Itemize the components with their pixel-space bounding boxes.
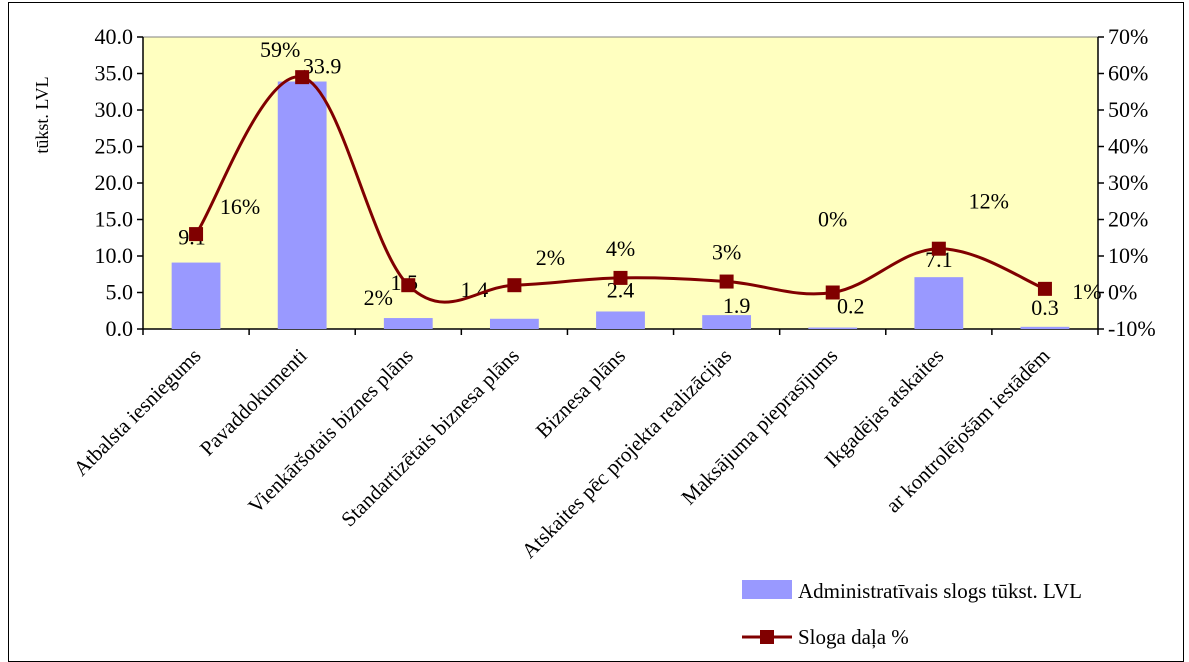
legend-label-line: Sloga daļa % <box>798 625 909 649</box>
legend: Administratīvais slogs tūkst. LVL Sloga d… <box>742 579 1082 649</box>
right-tick-label: 60% <box>1108 61 1148 86</box>
line-marker <box>825 285 840 300</box>
legend-swatch-bar <box>742 580 792 599</box>
legend-label-bar: Administratīvais slogs tūkst. LVL <box>798 579 1082 603</box>
category-label: Biznesa plāns <box>531 344 630 443</box>
bar <box>702 315 752 329</box>
bar-data-label: 0.2 <box>837 294 865 319</box>
line-series: 16% 59% 2% 2% 4% 3% 0% 12% 1% <box>189 37 1102 310</box>
line-marker <box>507 278 522 293</box>
left-tick-label: 35.0 <box>95 61 134 86</box>
line-data-label: 1% <box>1072 279 1101 304</box>
line-marker <box>401 278 416 293</box>
line-marker <box>613 270 628 285</box>
line-marker <box>931 241 946 256</box>
right-axis: -10% 0% 10% 20% 30% 40% 50% 60% 70% <box>1097 24 1156 341</box>
left-tick-label: 25.0 <box>95 134 134 159</box>
bar <box>808 327 858 329</box>
line-data-label: 0% <box>818 207 847 232</box>
left-tick-label: 10.0 <box>95 243 134 268</box>
bar-data-label: 0.3 <box>1031 295 1059 320</box>
line-marker <box>189 227 204 242</box>
right-tick-label: 30% <box>1108 170 1148 195</box>
bar <box>596 311 645 329</box>
right-tick-label: 50% <box>1108 97 1148 122</box>
left-tick-label: 15.0 <box>95 207 134 232</box>
line-data-label: 4% <box>606 236 635 261</box>
right-tick-label: 40% <box>1108 134 1148 159</box>
line-data-label: 59% <box>260 37 300 62</box>
series-line <box>194 75 1046 304</box>
bar <box>914 277 964 329</box>
bar-series: 9.133.91.51.42.41.90.27.10.3 <box>171 54 1070 329</box>
y-axis-label: tūkst. LVL <box>32 76 52 153</box>
left-tick-label: 30.0 <box>95 97 134 122</box>
left-tick-label: 0.0 <box>106 316 134 341</box>
right-tick-label: 10% <box>1108 243 1148 268</box>
bar <box>383 318 433 329</box>
line-data-label: 2% <box>364 285 393 310</box>
bar <box>1020 326 1070 329</box>
bar <box>489 318 539 329</box>
category-labels: Atbalsta iesniegumsPavaddokumentiVienkār… <box>69 343 1055 563</box>
legend-marker <box>760 630 774 644</box>
category-label: Atbalsta iesniegums <box>69 344 206 481</box>
bar-data-label: 1.9 <box>723 293 751 318</box>
line-data-label: 2% <box>536 245 565 270</box>
left-tick-label: 40.0 <box>95 24 134 49</box>
line-data-label: 16% <box>220 194 260 219</box>
line-data-label: 12% <box>969 189 1009 214</box>
right-tick-label: 0% <box>1108 280 1137 305</box>
bar <box>171 262 221 329</box>
line-marker <box>1037 281 1052 296</box>
line-marker <box>719 274 734 289</box>
category-label: Pavaddokumenti <box>195 343 312 460</box>
bar <box>277 81 327 329</box>
category-label: Standartizētais biznesa plāns <box>336 344 524 532</box>
right-tick-label: 70% <box>1108 24 1148 49</box>
line-marker <box>295 70 310 85</box>
left-tick-label: 5.0 <box>106 280 134 305</box>
bar-data-label: 33.9 <box>303 54 342 79</box>
category-label: Atskaites pēc projekta realizācijas <box>517 344 736 563</box>
left-axis: 0.0 5.0 10.0 15.0 20.0 25.0 30.0 35.0 40.0 <box>95 24 1099 341</box>
right-tick-label: -10% <box>1108 316 1156 341</box>
left-tick-label: 20.0 <box>95 170 134 195</box>
right-tick-label: 20% <box>1108 207 1148 232</box>
line-data-label: 3% <box>712 240 741 265</box>
